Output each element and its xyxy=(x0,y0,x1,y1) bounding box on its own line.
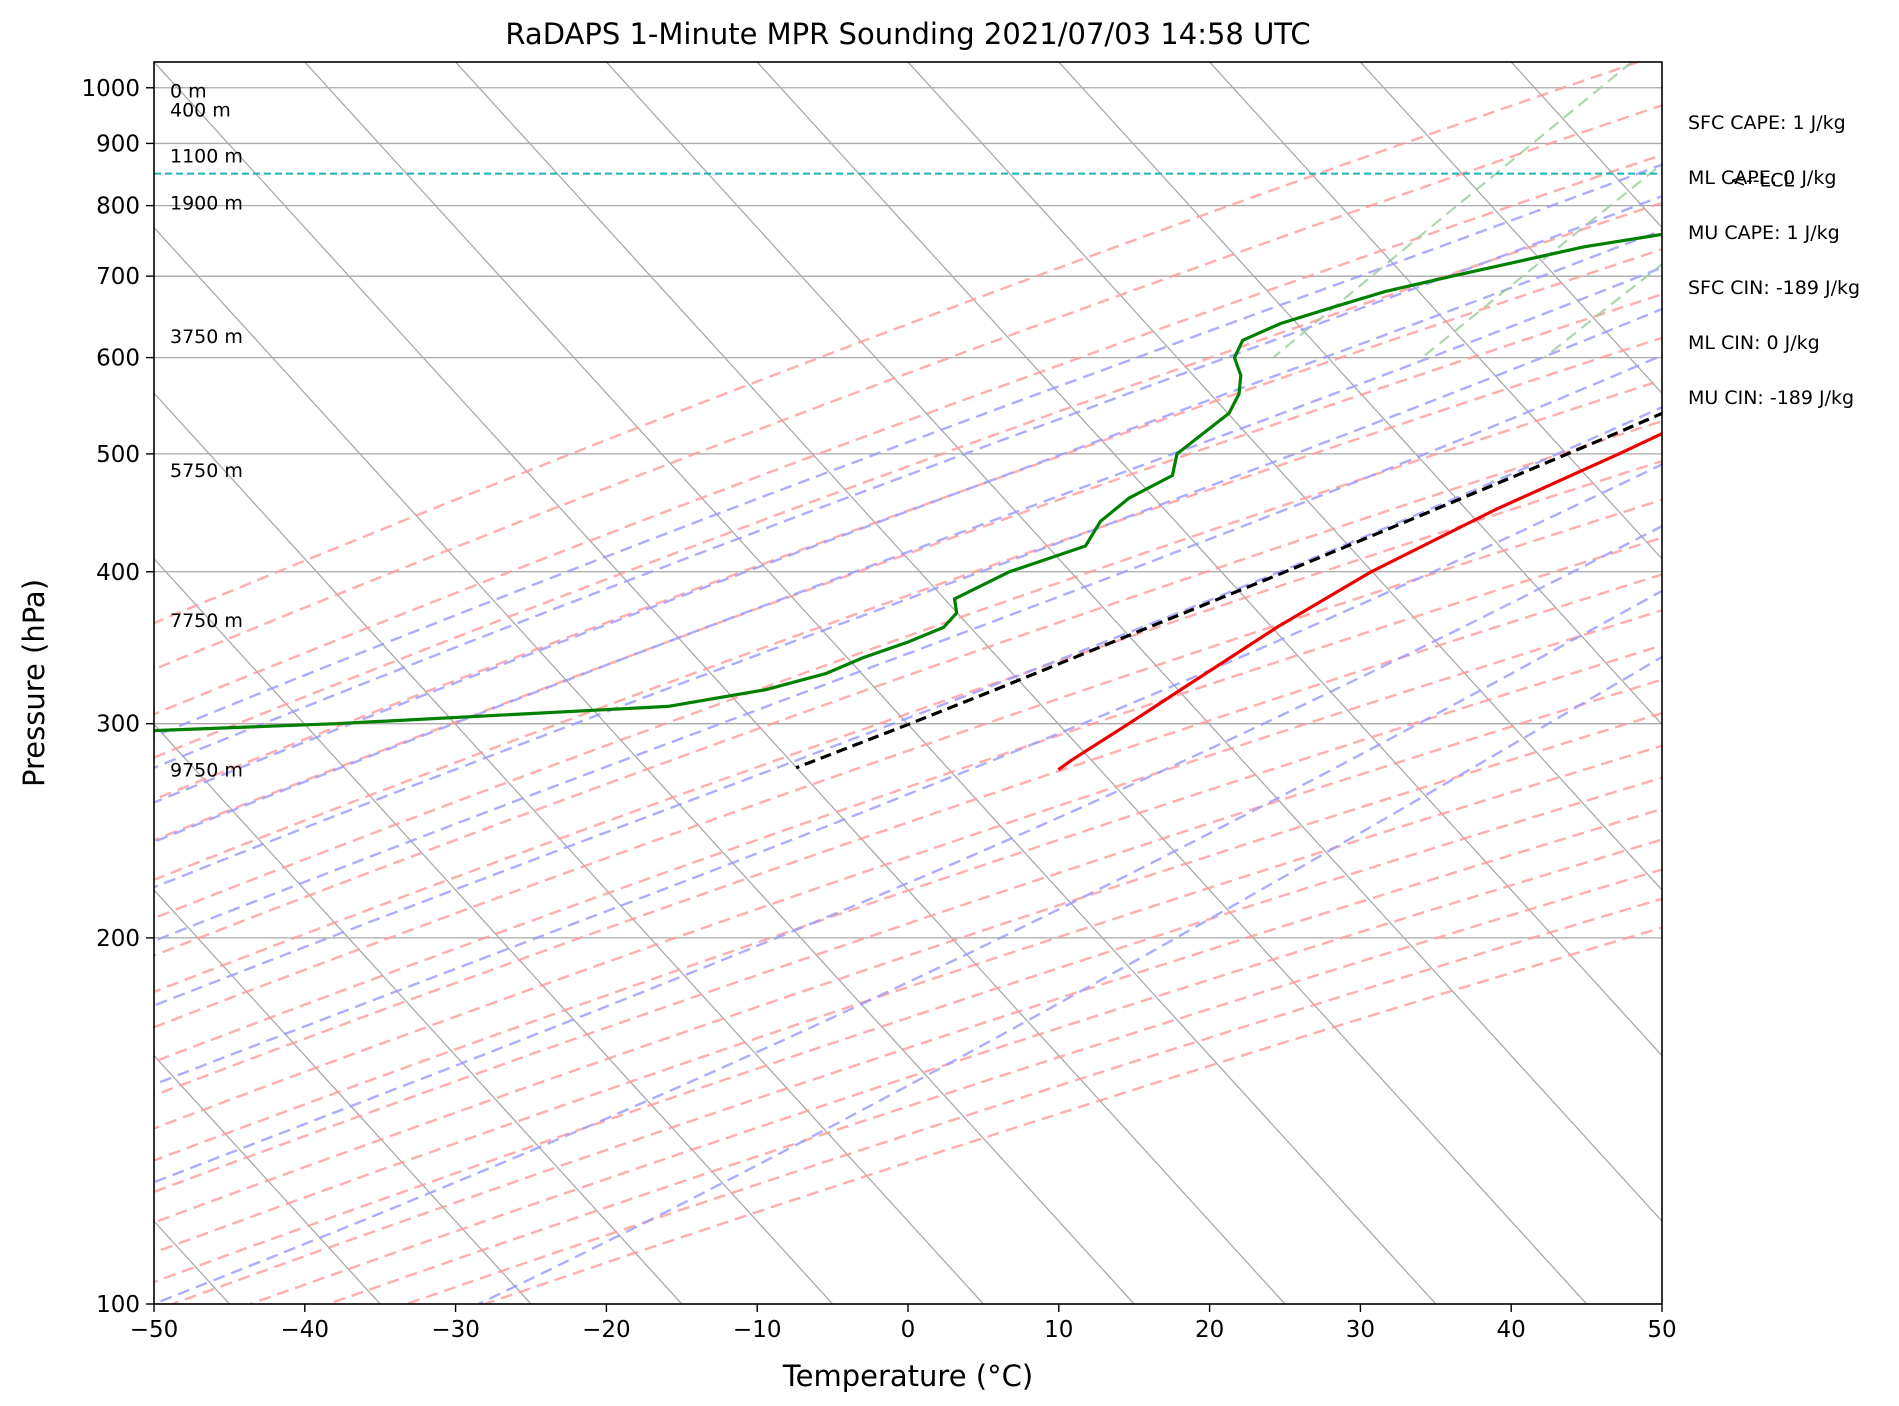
lcl-label: <--LCL xyxy=(1730,170,1794,192)
isotherm-line xyxy=(154,226,1135,1304)
isotherm-line xyxy=(154,889,532,1304)
x-tick-label: 50 xyxy=(1647,1317,1676,1343)
x-tick-label: 0 xyxy=(901,1317,916,1343)
y-tick-label: 1000 xyxy=(81,76,140,102)
dry-adiabat xyxy=(154,153,1662,716)
x-tick-label: 30 xyxy=(1346,1317,1375,1343)
dry-adiabat xyxy=(154,776,1662,1284)
dry-adiabat xyxy=(154,536,1662,1064)
y-tick-label: 900 xyxy=(96,131,140,157)
moist-adiabat xyxy=(154,524,1662,1184)
y-axis: 100 200 300 400 500 600 700 800 900 1000 xyxy=(81,76,154,1318)
y-tick-label: 200 xyxy=(96,926,140,952)
height-label: 3750 m xyxy=(170,326,243,348)
x-tick-label: −50 xyxy=(130,1317,179,1343)
dry-adiabat xyxy=(406,897,1662,1304)
y-tick-label: 100 xyxy=(96,1292,140,1318)
y-tick-label: 800 xyxy=(96,194,140,220)
isotherm-line xyxy=(154,557,834,1304)
height-label: 1900 m xyxy=(170,192,243,214)
dry-adiabat xyxy=(154,459,1662,994)
dry-adiabat xyxy=(154,292,1662,842)
plot-frame xyxy=(153,61,1663,1305)
height-label: 0 m xyxy=(170,80,207,102)
x-axis: −50 −40 −30 −20 −10 0 10 20 30 40 50 xyxy=(130,1304,1677,1343)
x-tick-label: −40 xyxy=(281,1317,330,1343)
isotherm-line xyxy=(154,1054,381,1304)
moist-adiabat xyxy=(154,266,1662,844)
mixing-ratio-line xyxy=(1788,62,1899,358)
y-tick-label: 600 xyxy=(96,346,140,372)
moist-adiabat xyxy=(154,589,1662,1304)
reference-lines xyxy=(154,62,1899,1304)
moist-adiabat xyxy=(154,307,1662,889)
index-text: MU CAPE: 1 J/kg xyxy=(1688,222,1840,244)
x-tick-label: −30 xyxy=(431,1317,480,1343)
y-tick-label: 300 xyxy=(96,712,140,738)
dry-adiabat xyxy=(171,807,1662,1304)
mixing-ratio-line xyxy=(1675,62,1899,358)
height-label: 9750 m xyxy=(170,760,243,782)
isotherm-line xyxy=(1661,62,1662,63)
dewpoint-profile xyxy=(154,232,1662,733)
isotherm-line xyxy=(1058,62,1662,726)
isotherm-line xyxy=(304,62,1437,1304)
height-label: 1100 m xyxy=(170,145,243,167)
chart-title: RaDAPS 1-Minute MPR Sounding 2021/07/03 … xyxy=(505,17,1310,51)
isotherm-line xyxy=(1813,62,1899,1304)
isotherm-line xyxy=(154,392,984,1304)
height-label: 400 m xyxy=(170,99,231,121)
index-text: ML CAPE: 0 J/kg xyxy=(1688,167,1836,189)
isotherm-line xyxy=(1359,62,1662,395)
isotherm-line xyxy=(455,62,1588,1304)
moist-adiabat xyxy=(154,354,1662,943)
isotherm-line xyxy=(907,62,1662,891)
height-label: 7750 m xyxy=(170,610,243,632)
moist-adiabat xyxy=(154,194,1662,770)
parcel-profile xyxy=(795,411,1662,770)
y-tick-label: 400 xyxy=(96,560,140,586)
index-text: ML CIN: 0 J/kg xyxy=(1688,332,1820,354)
isotherm-line xyxy=(154,723,683,1304)
index-text: SFC CAPE: 1 J/kg xyxy=(1688,112,1846,134)
x-tick-label: −20 xyxy=(582,1317,631,1343)
y-tick-label: 500 xyxy=(96,442,140,468)
isotherm-line xyxy=(1209,62,1662,560)
mixing-ratio-line xyxy=(1543,262,1662,359)
index-text: SFC CIN: -189 J/kg xyxy=(1688,277,1860,299)
x-axis-label: Temperature (°C) xyxy=(782,1359,1033,1393)
index-text: MU CIN: -189 J/kg xyxy=(1688,387,1854,409)
mixing-ratio-line xyxy=(1272,62,1633,359)
x-tick-label: 20 xyxy=(1195,1317,1224,1343)
dry-adiabat xyxy=(154,104,1662,671)
isotherm-line xyxy=(154,62,1286,1304)
moist-adiabat xyxy=(478,655,1662,1304)
dry-adiabat xyxy=(154,498,1662,1029)
mixing-ratio-line xyxy=(1421,162,1662,359)
dry-adiabat xyxy=(154,336,1662,882)
x-tick-label: −10 xyxy=(733,1317,782,1343)
dry-adiabat xyxy=(154,678,1662,1194)
moist-adiabat xyxy=(154,163,1662,738)
x-tick-label: 10 xyxy=(1044,1317,1073,1343)
stability-indices: SFC CAPE: 1 J/kg ML CAPE: 0 J/kg MU CAPE: … xyxy=(1688,112,1860,409)
dry-adiabat xyxy=(154,744,1662,1254)
temperature-profile xyxy=(1057,431,1662,771)
y-tick-label: 700 xyxy=(96,264,140,290)
height-label: 5750 m xyxy=(170,460,243,482)
mixing-ratio-line xyxy=(1864,62,1899,358)
dry-adiabat xyxy=(154,419,1662,957)
isotherm-line xyxy=(605,62,1662,1223)
dry-adiabat xyxy=(154,62,1639,625)
isotherm-line xyxy=(1510,62,1662,229)
x-tick-label: 40 xyxy=(1497,1317,1526,1343)
sounding-profiles xyxy=(154,232,1662,771)
y-axis-label: Pressure (hPa) xyxy=(17,579,51,787)
isotherm-line xyxy=(756,62,1662,1057)
dry-adiabat xyxy=(154,609,1662,1130)
